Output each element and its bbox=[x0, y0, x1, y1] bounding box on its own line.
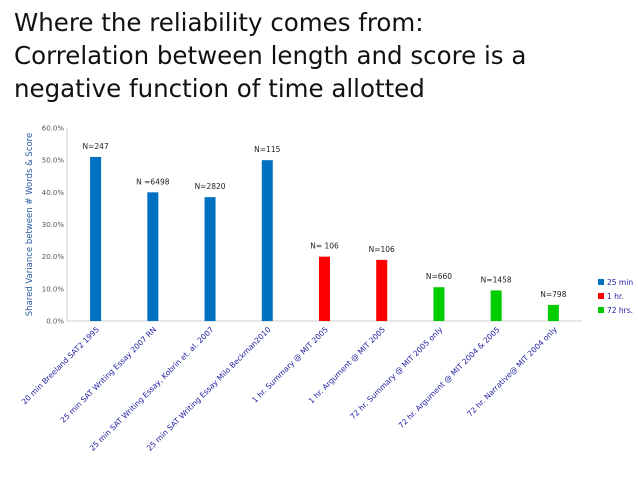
category-label: 25 min SAT Writing Essay 2007 RN bbox=[59, 325, 159, 425]
y-tick-label: 0.0% bbox=[46, 318, 64, 326]
data-label: N=247 bbox=[83, 142, 109, 151]
legend-swatch bbox=[598, 293, 604, 299]
bar bbox=[90, 156, 102, 321]
data-label: N=2820 bbox=[195, 182, 226, 191]
y-tick-label: 50.0% bbox=[42, 157, 65, 165]
category-label: 72 hr. Summary @ MIT 2005 only bbox=[348, 325, 444, 421]
category-label: 72 hr. Argument @ MIT 2004 & 2005 bbox=[397, 325, 502, 430]
bar bbox=[261, 160, 273, 321]
slide-title: Where the reliability comes from: Correl… bbox=[14, 6, 624, 105]
bar bbox=[547, 304, 559, 321]
data-label: N=1458 bbox=[481, 275, 512, 284]
data-label: N= 106 bbox=[310, 242, 339, 251]
legend-swatch bbox=[598, 307, 604, 313]
category-label: 25 min SAT Writing Essay Milo Beckman201… bbox=[145, 325, 273, 453]
legend-label: 72 hrs. bbox=[607, 306, 633, 315]
bar bbox=[376, 259, 388, 321]
bar bbox=[490, 290, 502, 321]
data-label: N=106 bbox=[369, 245, 395, 254]
y-axis-label: Shared Variance between # Words & Score bbox=[25, 133, 35, 316]
category-label: 72 hr. Narrative@ MIT 2004 only bbox=[465, 325, 559, 419]
y-tick-label: 60.0% bbox=[42, 125, 65, 133]
data-label: N =6498 bbox=[136, 177, 170, 186]
category-label: 25 min SAT Writing Essay, Kobrin et. al.… bbox=[88, 325, 216, 453]
bar bbox=[204, 197, 216, 321]
title-line-1: Where the reliability comes from: bbox=[14, 8, 424, 37]
bar bbox=[433, 287, 445, 321]
bar bbox=[147, 192, 159, 321]
legend-swatch bbox=[598, 279, 604, 285]
bar bbox=[319, 256, 330, 321]
legend-label: 1 hr. bbox=[607, 292, 624, 301]
legend-label: 25 min bbox=[607, 278, 633, 287]
y-tick-label: 10.0% bbox=[42, 285, 65, 293]
y-tick-label: 20.0% bbox=[42, 253, 65, 261]
title-line-3: negative function of time allotted bbox=[14, 74, 425, 103]
data-label: N=660 bbox=[426, 272, 452, 281]
title-line-2: Correlation between length and score is … bbox=[14, 41, 527, 70]
y-tick-label: 30.0% bbox=[42, 221, 65, 229]
data-label: N=798 bbox=[540, 290, 566, 299]
data-label: N=115 bbox=[254, 145, 280, 154]
y-tick-label: 40.0% bbox=[42, 189, 65, 197]
